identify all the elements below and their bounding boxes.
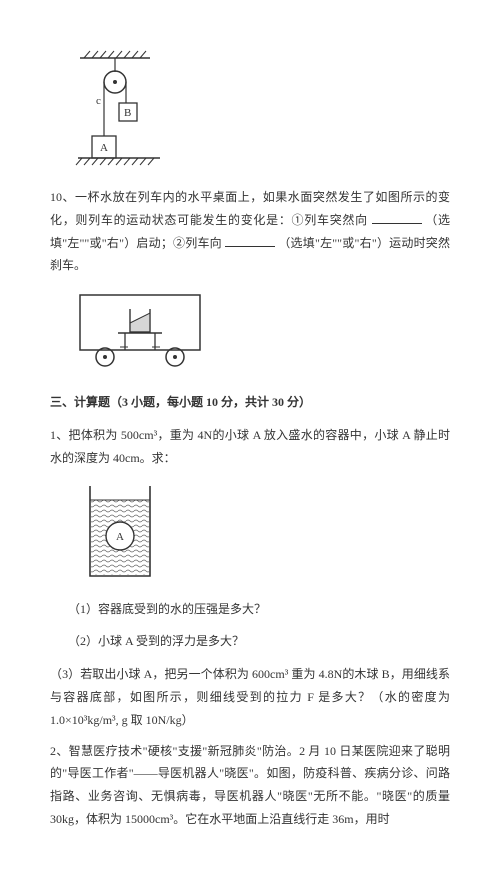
question-2-stem: 2、智慧医疗技术"硬核"支援"新冠肺炎"防治。2 月 10 日某医院迎来了聪明的… [50,740,450,831]
cart-figure [70,285,450,375]
question-10: 10、一杯水放在列车内的水平桌面上，如果水面突然发生了如图所示的变化，则列车的运… [50,186,450,277]
q10-blank-1 [372,209,422,224]
ball-a-label: A [116,531,124,543]
pulley-figure: c B A [70,48,450,178]
q10-blank-2 [225,232,275,247]
question-1-stem: 1、把体积为 500cm³，重为 4N的小球 A 放入盛水的容器中，小球 A 静… [50,424,450,470]
block-b-label: B [124,107,131,119]
q1-sub1: （1）容器底受到的水的压强是多大？ [68,598,450,621]
section-3-title: 三、计算题（3 小题，每小题 10 分，共计 30 分） [50,391,450,414]
block-a-label: A [100,142,108,154]
q1-sub2: （2）小球 A 受到的浮力是多大？ [68,630,450,653]
beaker-figure: A [70,478,450,588]
rope-label: c [96,95,101,107]
q1-sub3: （3）若取出小球 A，把另一个体积为 600cm³ 重为 4.8N的木球 B，用… [50,663,450,731]
